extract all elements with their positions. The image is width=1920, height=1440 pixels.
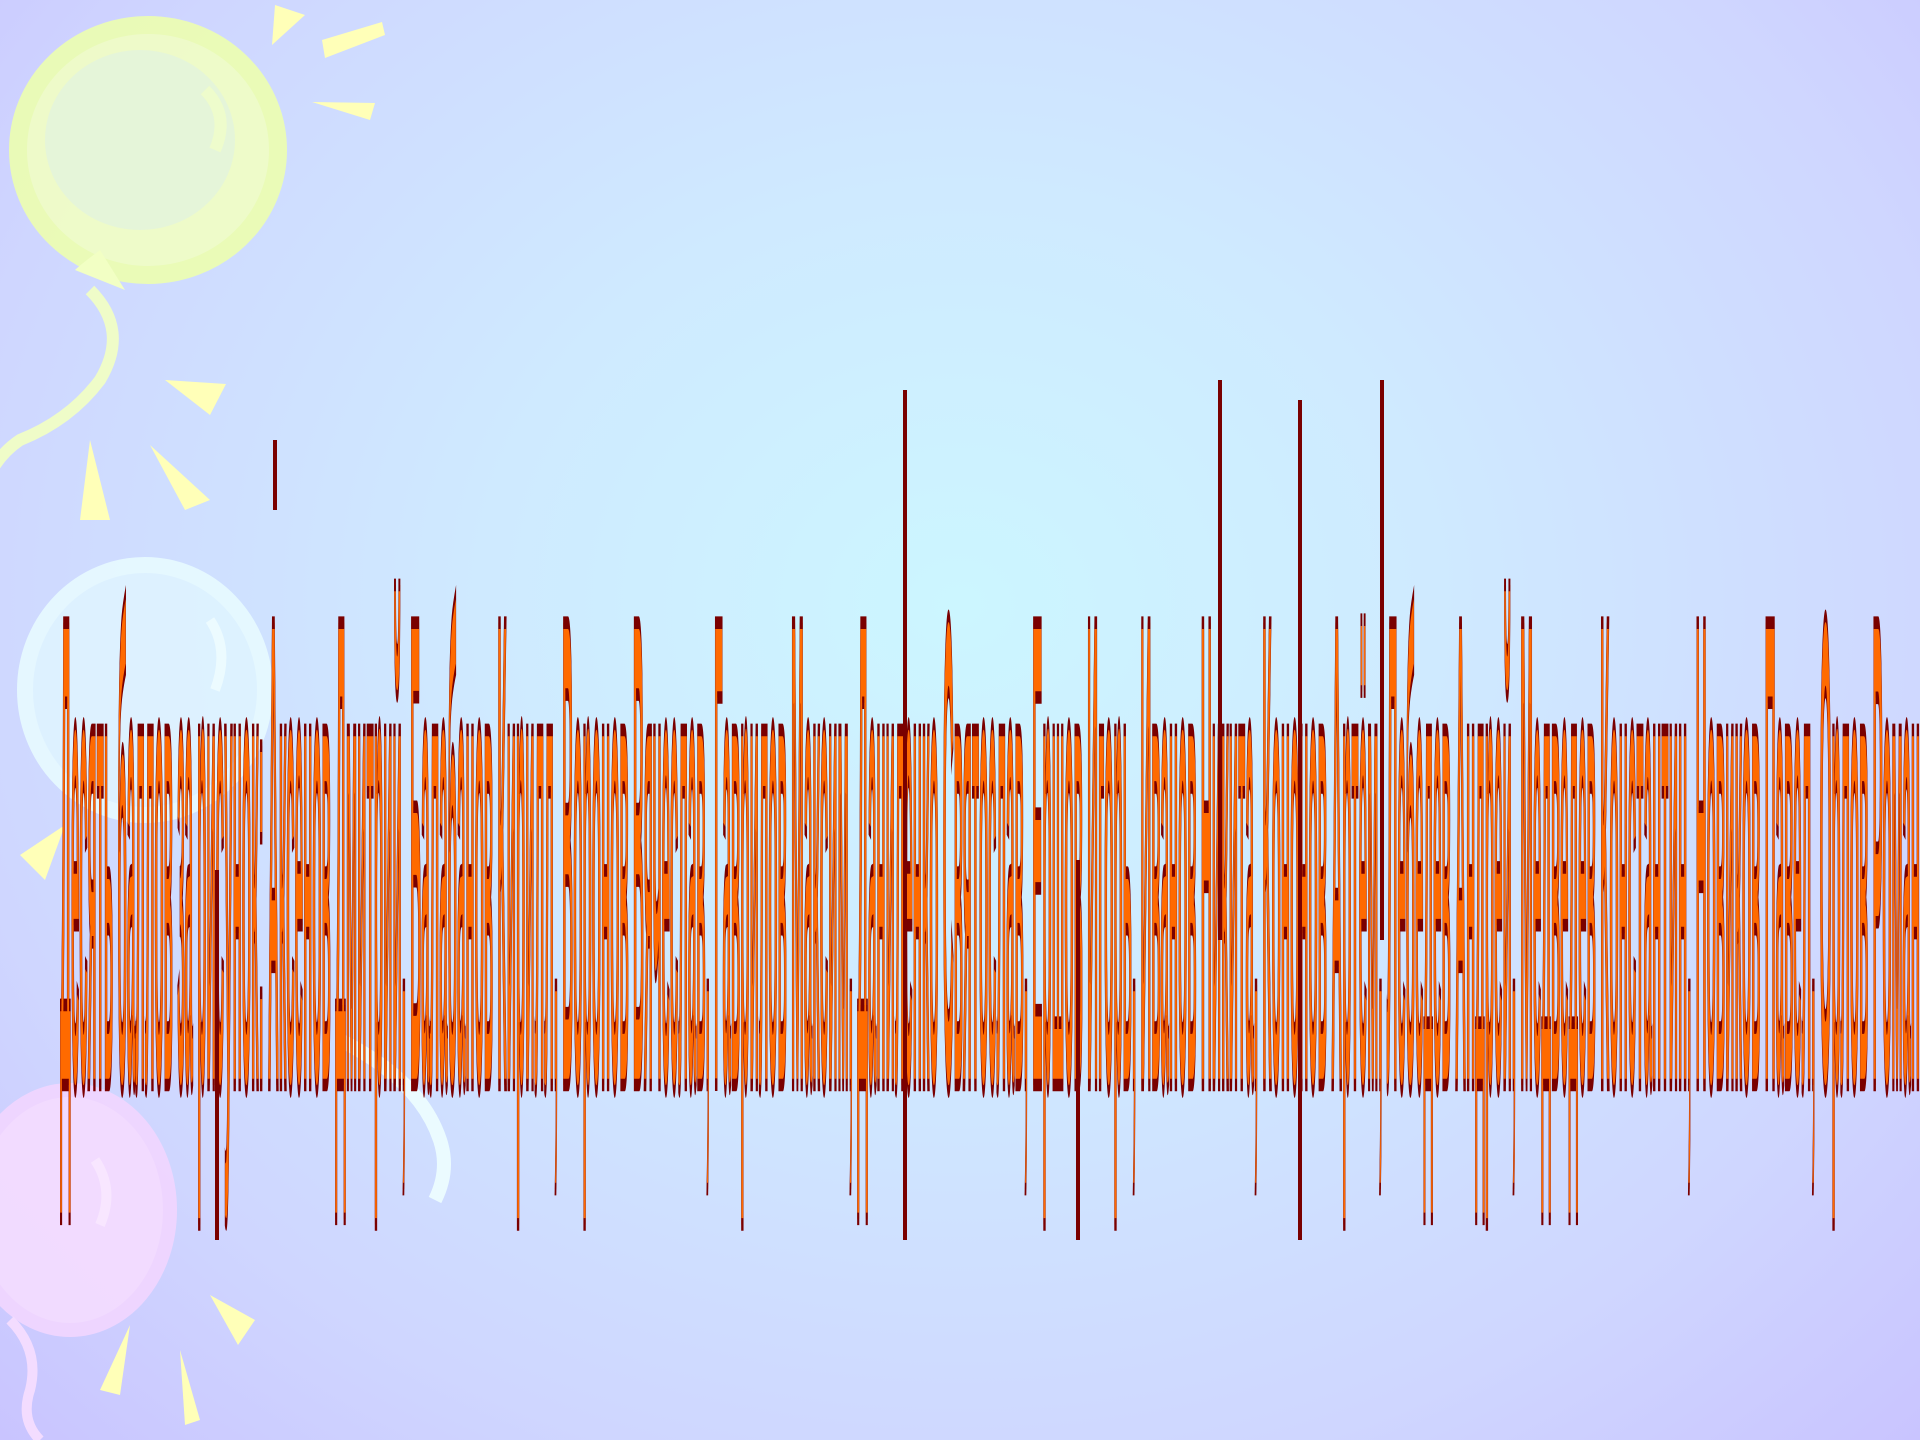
blue-balloon-icon	[17, 557, 451, 1204]
title-area: Десять баллов за рисунок: Аксенов Дмитри…	[60, 380, 1920, 1260]
yellow-balloon-icon	[0, 16, 287, 469]
glitch-streaks	[215, 380, 1384, 1240]
pink-balloon-icon	[0, 1083, 177, 1440]
slide-title: Десять баллов за рисунок: Аксенов Дмитри…	[60, 477, 1920, 1232]
sun-ray-decoration	[20, 5, 385, 1425]
